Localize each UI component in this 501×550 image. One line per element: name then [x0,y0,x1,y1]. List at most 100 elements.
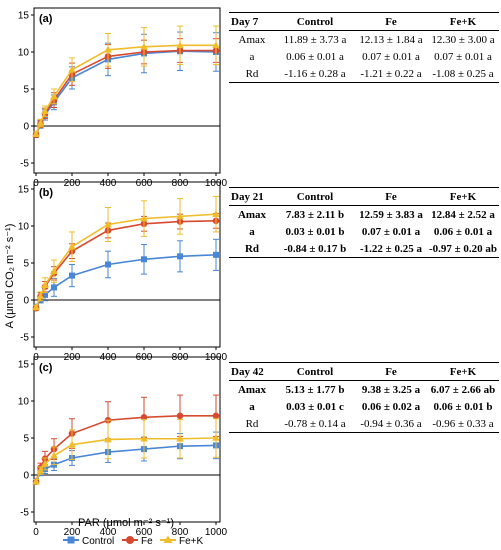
legend-item-fek: Fe+K [160,535,204,547]
table-cell: -0.78 ± 0.14 a [275,415,355,433]
chart-panel-3: (c) -5 0 5 10 15 0 200 400 600 800 1000 [18,356,228,538]
data-point [41,281,49,288]
y-tick-label: 0 [23,296,29,307]
series-fekk [32,25,220,137]
x-tick-label: 600 [136,527,153,538]
header-day: Day 21 [229,187,275,206]
data-point [68,440,76,448]
y-axis-label: A (μmol CO₂ m⁻² s⁻¹) [4,224,16,329]
series-fe [32,394,220,485]
data-point [105,261,111,268]
y-tick-label: 5 [23,259,29,270]
data-point [42,291,48,298]
data-point [36,466,45,474]
row-label: Rd [229,415,275,433]
data-point [212,210,220,217]
x-tick-label: 0 [33,178,39,189]
table-row: a 0.03 ± 0.01 c 0.06 ± 0.02 a 0.06 ± 0.01 b [229,398,499,415]
panel-label: (a) [39,13,53,25]
header-day: Day 42 [229,362,275,381]
table-cell: 12.30 ± 3.00 a [431,33,495,46]
table-row: a 0.03 ± 0.01 b 0.07 ± 0.01 a 0.06 ± 0.01 a [229,223,499,240]
data-point [32,477,40,485]
table-cell: 0.03 ± 0.01 b [285,225,345,238]
data-point [141,256,147,263]
table-header-row: Day 7 Control Fe Fe+K [229,12,499,31]
table-cell: 9.38 ± 3.25 a [361,383,421,396]
data-point [68,242,76,250]
data-point [104,220,112,228]
table-day-21: Day 21 Control Fe Fe+K Amax 7.83 ± 2.11 b… [229,187,499,258]
data-point [50,267,58,274]
table-cell: 7.83 ± 2.11 b [285,208,345,221]
data-point [176,41,184,49]
data-point [36,292,45,300]
series-line [35,414,216,482]
data-point [140,413,148,421]
header-control: Control [275,12,355,31]
row-label: Amax [237,208,267,221]
y-tick-label: 0 [23,471,29,482]
table-cell: 0.07 ± 0.01 a [362,50,420,63]
table-row: Amax 11.89 ± 3.73 a 12.13 ± 1.84 a 12.30 ± … [229,31,499,49]
data-point [41,107,49,114]
x-tick-label: 400 [100,527,117,538]
y-tick-label: 10 [18,222,30,233]
table-row: Rd -0.84 ± 0.17 b -1.22 ± 0.25 a -0.97 ± 0.… [229,240,499,258]
y-tick-label: 0 [23,122,29,133]
plot-frame [33,356,221,523]
data-point [140,434,148,442]
series-line [35,220,217,309]
table-cell: -1.08 ± 0.25 a [427,65,499,83]
panel-label: (c) [39,362,53,374]
row-label: a [249,400,255,413]
data-point [69,272,75,279]
x-tick-label: 1000 [205,178,228,189]
table-cell: 0.07 ± 0.01 a [434,50,492,63]
legend-label-control: Control [82,536,114,547]
table-cell: 12.59 ± 3.83 a [359,208,423,221]
header-fe: Fe [355,12,427,31]
header-fek: Fe+K [427,12,499,31]
x-tick-label: 400 [100,178,117,189]
data-point [68,65,76,73]
y-tick-label: 5 [23,434,29,445]
table-header-row: Day 21 Control Fe Fe+K [229,187,499,206]
table-header-row: Day 42 Control Fe Fe+K [229,362,499,381]
y-tick-label: 10 [18,48,30,59]
y-tick-label: 15 [18,185,30,196]
series-line [35,213,217,308]
data-point [104,45,112,53]
table-cell: 12.13 ± 1.84 a [359,33,423,46]
x-tick-label: 1000 [205,527,228,538]
table-day-42: Day 42 Control Fe Fe+K Amax 5.13 ± 1.77 b… [229,362,499,433]
table-cell: 0.06 ± 0.01 b [433,400,493,413]
table-cell: -0.94 ± 0.36 a [355,415,427,433]
table-cell: -1.22 ± 0.25 a [355,240,427,258]
table-cell: -0.96 ± 0.33 a [427,415,499,433]
row-label: Amax [237,383,267,396]
header-control: Control [275,362,355,381]
x-tick-label: 0 [33,527,39,538]
header-fe: Fe [355,362,427,381]
legend: Control Fe Fe+K [63,535,204,547]
row-label: Rd [229,65,275,83]
table-cell: -0.97 ± 0.20 ab [427,240,499,258]
table-cell: 0.03 ± 0.01 c [286,400,344,413]
x-tick-label: 800 [172,178,189,189]
data-point [32,303,40,311]
row-label: a [249,50,255,63]
y-tick-label: -5 [20,333,29,344]
x-axis-label: PAR (μmol m⁻² s⁻¹) [78,517,174,529]
data-point [212,41,220,49]
y-tick-label: 15 [18,11,30,22]
y-tick-label: 10 [18,397,30,408]
row-label: Amax [238,33,266,46]
legend-label-fe: Fe [141,536,153,547]
data-point [51,284,57,291]
table-row: Amax 7.83 ± 2.11 b 12.59 ± 3.83 a 12.84 ± 2… [229,206,499,224]
x-tick-label: 200 [64,527,81,538]
table-cell: 6.07 ± 2.66 ab [430,383,496,396]
